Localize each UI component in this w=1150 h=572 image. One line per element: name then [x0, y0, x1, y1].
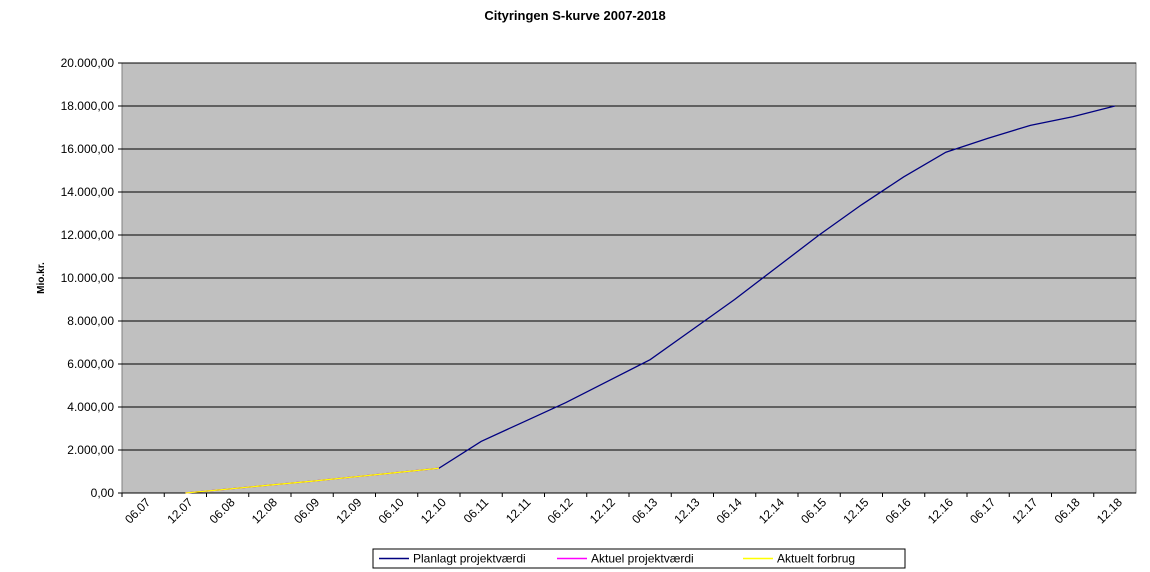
x-tick-label: 12.12 [587, 495, 618, 526]
x-tick-label: 12.14 [756, 495, 787, 526]
y-tick-label: 14.000,00 [61, 185, 115, 199]
legend-label: Aktuelt forbrug [777, 552, 855, 566]
y-tick-label: 20.000,00 [61, 56, 115, 70]
x-tick-label: 06.07 [122, 495, 153, 526]
y-tick-label: 8.000,00 [67, 314, 114, 328]
x-tick-label: 06.11 [461, 495, 492, 526]
x-tick-label: 06.16 [883, 495, 914, 526]
legend-box [372, 548, 906, 569]
y-tick-label: 4.000,00 [67, 400, 114, 414]
y-tick-label: 6.000,00 [67, 357, 114, 371]
y-axis-title: Mio.kr. [36, 262, 47, 294]
y-tick-label: 10.000,00 [61, 271, 115, 285]
y-tick-label: 0,00 [91, 486, 115, 500]
x-tick-label: 12.15 [840, 495, 871, 526]
x-tick-label: 12.09 [333, 495, 364, 526]
x-tick-label: 06.15 [798, 495, 829, 526]
legend-label: Planlagt projektværdi [413, 552, 526, 566]
x-tick-label: 06.13 [629, 495, 660, 526]
x-tick-label: 06.12 [545, 495, 576, 526]
x-tick-label: 12.10 [418, 495, 449, 526]
x-tick-label: 12.07 [164, 495, 195, 526]
x-tick-label: 12.18 [1094, 495, 1125, 526]
x-tick-label: 06.17 [967, 495, 998, 526]
x-tick-label: 06.09 [291, 495, 322, 526]
x-tick-label: 12.17 [1009, 495, 1040, 526]
y-tick-label: 2.000,00 [67, 443, 114, 457]
y-tick-label: 16.000,00 [61, 142, 115, 156]
legend-label: Aktuel projektværdi [591, 552, 694, 566]
x-tick-label: 06.10 [376, 495, 407, 526]
x-tick-label: 06.14 [714, 495, 745, 526]
x-tick-label: 06.08 [207, 495, 238, 526]
y-tick-label: 12.000,00 [61, 228, 115, 242]
y-tick-label: 18.000,00 [61, 99, 115, 113]
chart-title: Cityringen S-kurve 2007-2018 [484, 8, 665, 23]
x-tick-label: 12.13 [671, 495, 702, 526]
x-tick-label: 12.16 [925, 495, 956, 526]
x-tick-label: 06.18 [1052, 495, 1083, 526]
x-tick-label: 12.11 [503, 495, 534, 526]
line-series [185, 467, 439, 494]
x-tick-label: 12.08 [249, 495, 280, 526]
